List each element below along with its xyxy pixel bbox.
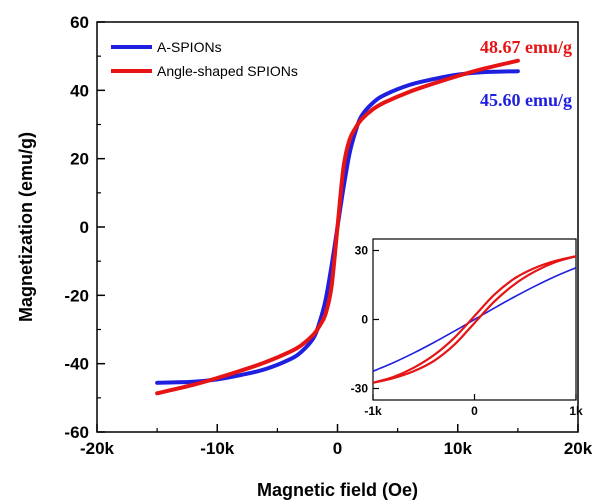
- y-tick-label: 0: [80, 218, 89, 237]
- main-plot: -20k -10k 0 10k 20k -60 -40 -20 0 20 40 60 Magnetic …: [16, 13, 593, 500]
- y-axis-title: Magnetization (emu/g): [16, 132, 36, 322]
- inset-series-angle-shaped-ascending: [373, 255, 576, 384]
- legend-label: Angle-shaped SPIONs: [157, 63, 298, 79]
- y-tick-label: -20: [64, 286, 89, 305]
- inset-series-a-spions: [373, 267, 576, 372]
- legend-label: A-SPIONs: [157, 39, 222, 55]
- annotation-red-value: 48.67 emu/g: [480, 37, 572, 57]
- inset-x-tick-label: 0: [471, 404, 478, 418]
- x-tick-label: 10k: [444, 439, 473, 458]
- inset-y-tick-label: 0: [361, 313, 368, 327]
- y-tick-label: 40: [70, 81, 89, 100]
- y-tick-label: -60: [64, 423, 89, 442]
- legend: A-SPIONs Angle-shaped SPIONs: [111, 39, 298, 79]
- x-axis-title: Magnetic field (Oe): [257, 480, 418, 500]
- inset-y-tick-label: 30: [355, 244, 369, 258]
- inset-y-tick-label: -30: [351, 382, 369, 396]
- x-tick-label: 0: [333, 439, 342, 458]
- inset-x-tick-label: -1k: [364, 404, 382, 418]
- inset-series-angle-shaped-descending: [373, 255, 576, 384]
- y-tick-label: -40: [64, 355, 89, 374]
- inset-plot: -1k 0 1k -30 0 30: [351, 238, 583, 418]
- series-line-angle-shaped-spions: [155, 58, 520, 396]
- x-tick-label: 20k: [564, 439, 593, 458]
- x-tick-label: -20k: [80, 439, 115, 458]
- y-tick-label: 60: [70, 13, 89, 32]
- inset-x-tick-label: 1k: [569, 404, 583, 418]
- x-tick-label: -10k: [200, 439, 235, 458]
- annotation-blue-value: 45.60 emu/g: [480, 90, 572, 110]
- y-tick-label: 20: [70, 150, 89, 169]
